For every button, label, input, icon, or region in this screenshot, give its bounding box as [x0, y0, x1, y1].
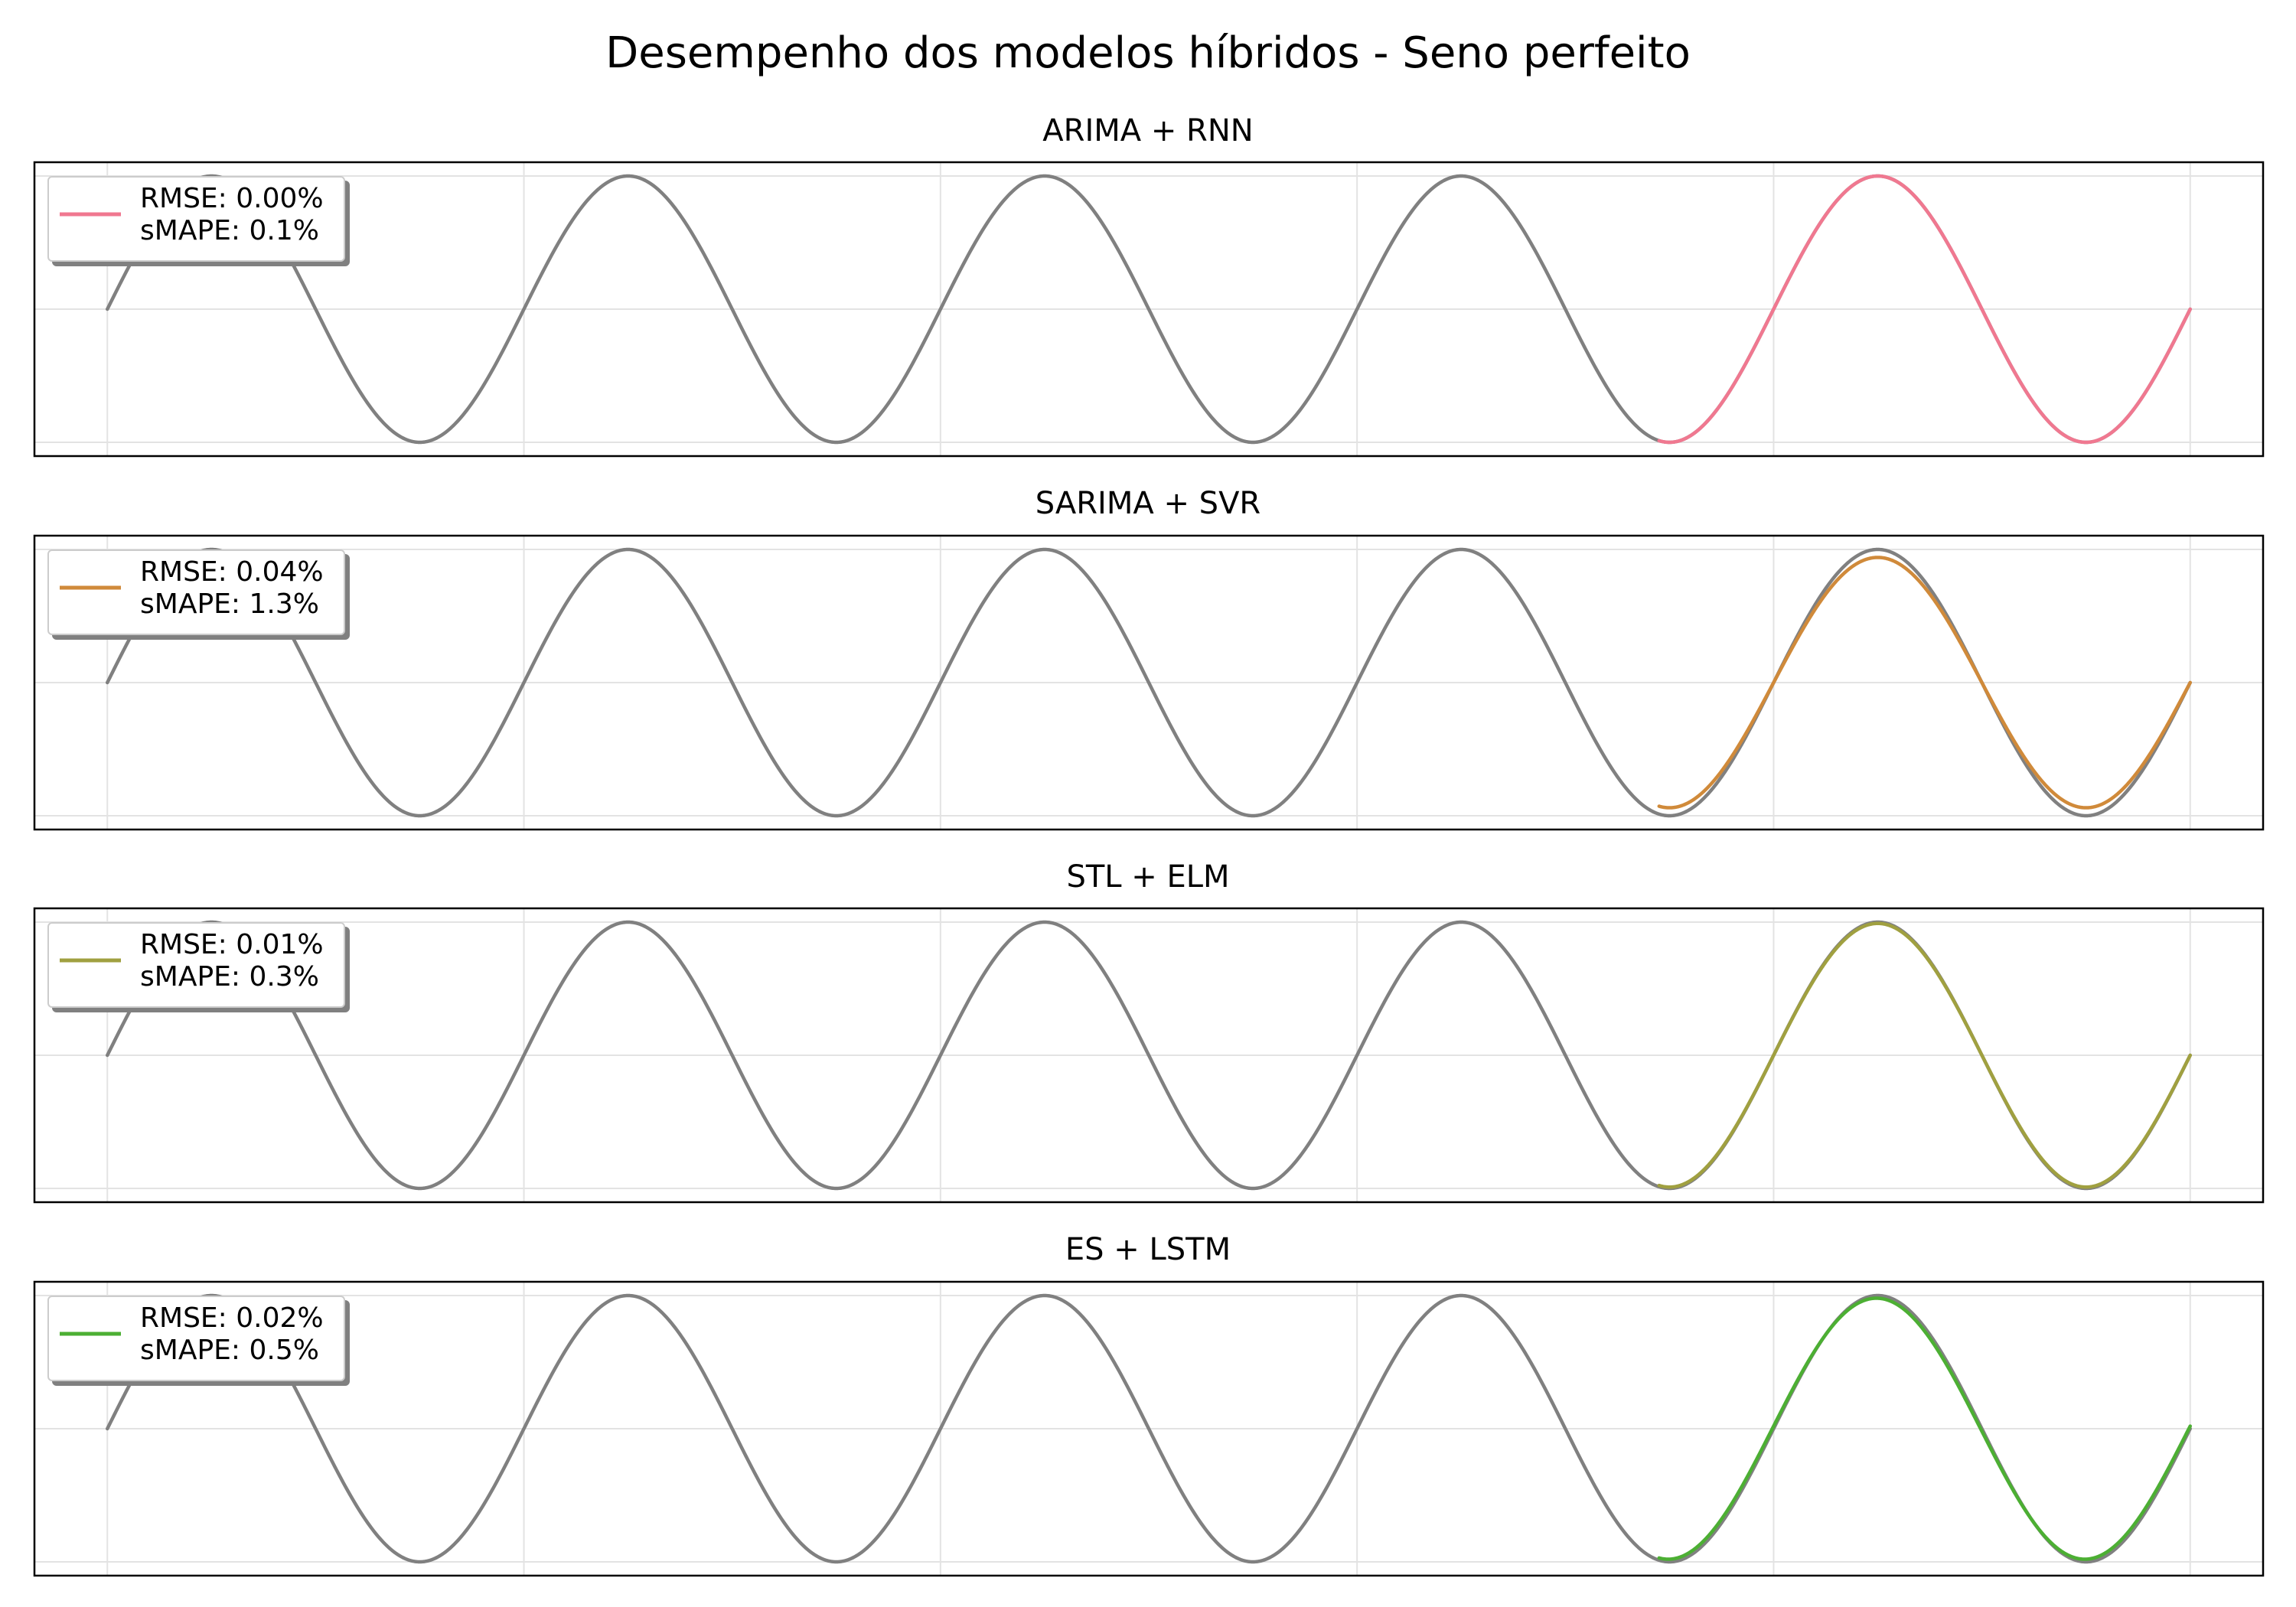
panel-title-arima-rnn: ARIMA + RNN [1042, 113, 1254, 148]
panel-title-stl-elm: STL + ELM [1066, 859, 1230, 895]
forecast-series-line [1657, 921, 2192, 1189]
legend-rmse-label: RMSE: 0.02% [140, 1302, 324, 1334]
panel-2: RMSE: 0.04%sMAPE: 1.3% [33, 534, 2265, 831]
forecast-series-line [1657, 174, 2192, 445]
actual-series-line [106, 547, 2192, 818]
legend-rmse-label: RMSE: 0.04% [140, 556, 324, 588]
forecast-series-line [1657, 556, 2192, 810]
panel-title-es-lstm: ES + LSTM [1065, 1232, 1231, 1267]
plot-frame [33, 907, 2265, 1204]
panel-4: RMSE: 0.02%sMAPE: 0.5% [33, 1280, 2265, 1577]
chart-panels: RMSE: 0.00%sMAPE: 0.1%RMSE: 0.04%sMAPE: … [33, 161, 2265, 1577]
panel-title-sarima-svr: SARIMA + SVR [1035, 486, 1261, 521]
legend-rmse-label: RMSE: 0.00% [140, 183, 324, 214]
legend-box [47, 922, 345, 1008]
legend: RMSE: 0.01%sMAPE: 0.3% [47, 922, 345, 1008]
legend-smape-label: sMAPE: 0.5% [140, 1335, 319, 1366]
legend: RMSE: 0.00%sMAPE: 0.1% [47, 176, 345, 262]
legend: RMSE: 0.04%sMAPE: 1.3% [47, 549, 345, 635]
legend-box [47, 549, 345, 635]
figure-title: Desempenho dos modelos híbridos - Seno p… [605, 28, 1691, 78]
plot-frame [33, 1280, 2265, 1577]
legend-box [47, 1296, 345, 1381]
legend-smape-label: sMAPE: 1.3% [140, 588, 319, 620]
panel-1: RMSE: 0.00%sMAPE: 0.1% [33, 161, 2265, 458]
legend-smape-label: sMAPE: 0.1% [140, 215, 319, 246]
legend-smape-label: sMAPE: 0.3% [140, 961, 319, 993]
panel-3: RMSE: 0.01%sMAPE: 0.3% [33, 907, 2265, 1204]
plot-frame [33, 161, 2265, 458]
plot-frame [33, 534, 2265, 831]
legend-box [47, 176, 345, 262]
legend-rmse-label: RMSE: 0.01% [140, 929, 324, 960]
legend: RMSE: 0.02%sMAPE: 0.5% [47, 1296, 345, 1381]
forecast-series-line [1657, 1296, 2192, 1561]
